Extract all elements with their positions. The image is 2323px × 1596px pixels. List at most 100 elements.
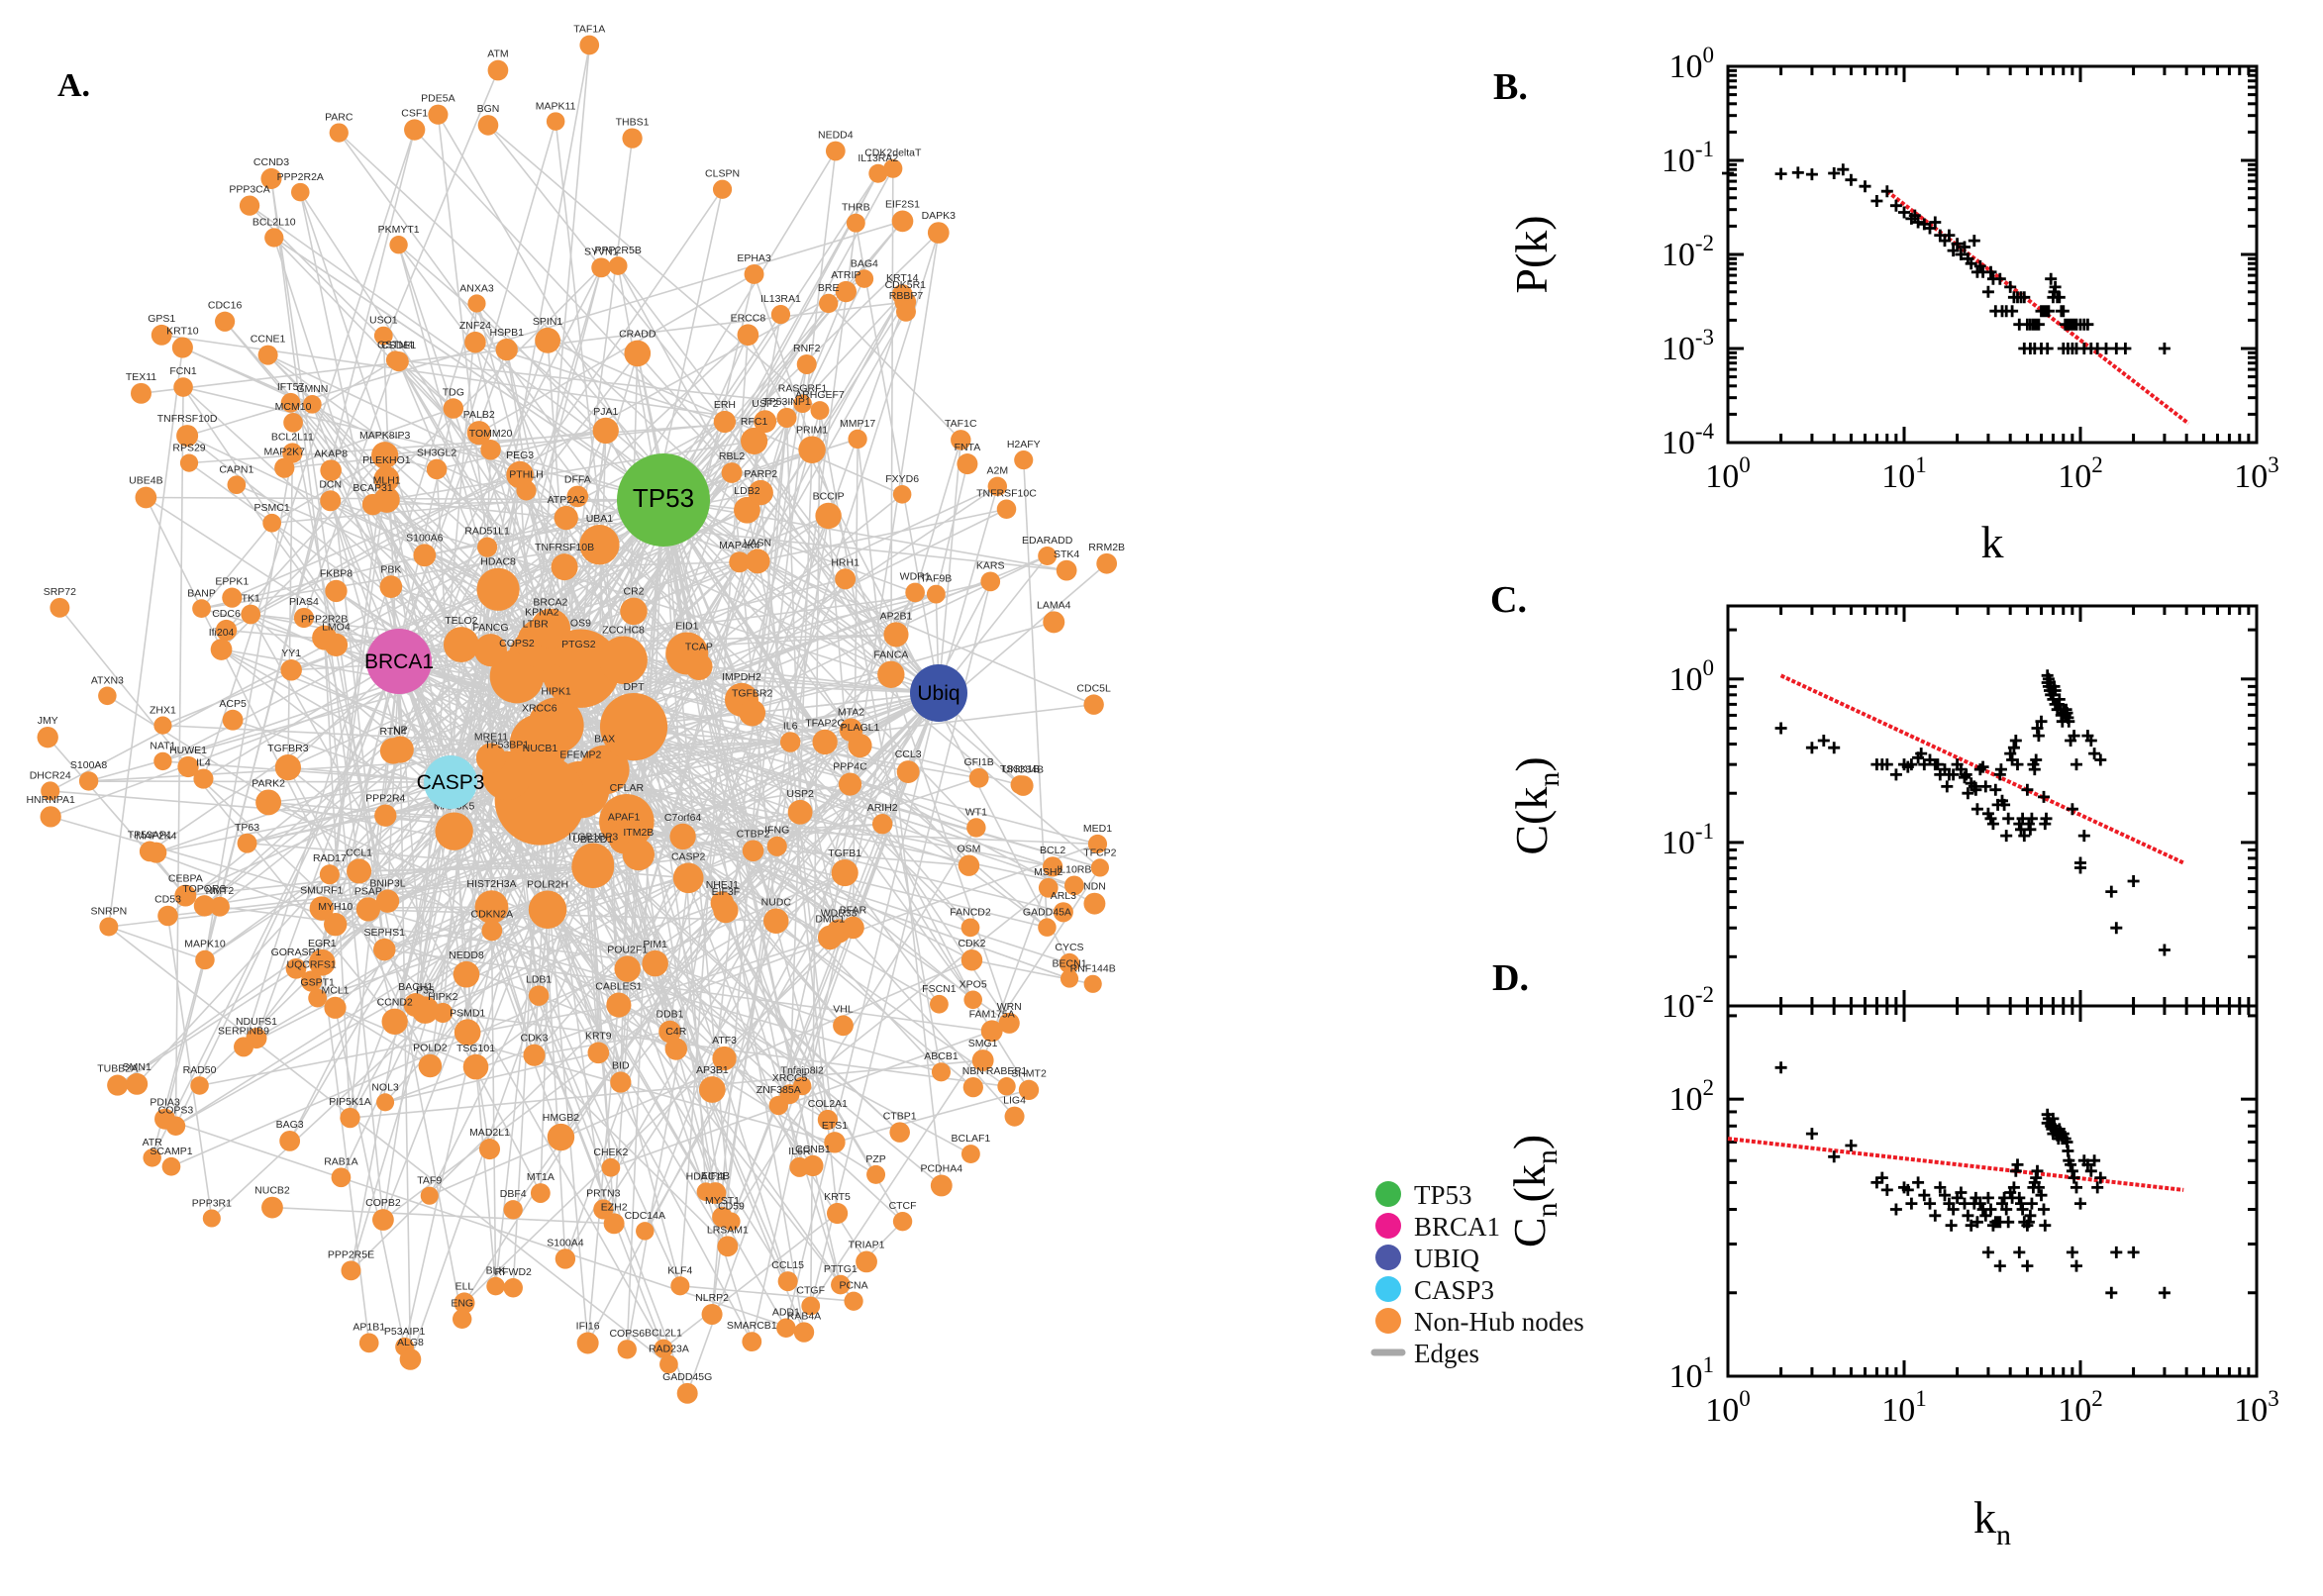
- x-axis-title: kn: [1973, 1492, 2011, 1551]
- ubiq-legend-marker: [1375, 1245, 1401, 1270]
- gene-label: FANCD2: [950, 906, 991, 918]
- gene-label: KRT5: [824, 1191, 851, 1203]
- gene-label: CDC14A: [625, 1210, 665, 1222]
- gene-node: [712, 1046, 737, 1071]
- gene-label: SMARCB1: [727, 1320, 777, 1332]
- gene-label: RPS29: [172, 443, 205, 454]
- gene-node: [1004, 1106, 1025, 1127]
- gene-label: NUDC: [761, 896, 792, 908]
- gene-label: MTA2: [838, 706, 864, 718]
- gene-node: [670, 1276, 690, 1296]
- tick-label: 100: [1705, 452, 1751, 495]
- gene-node: [712, 179, 733, 199]
- gene-node: [280, 659, 302, 681]
- gene-label: NUCB1: [523, 743, 558, 754]
- gene-label: PPP3CA: [229, 183, 269, 195]
- gene-label: H2AFY: [1007, 439, 1041, 450]
- gene-node: [1059, 952, 1080, 974]
- gene-node: [566, 485, 589, 508]
- gene-node: [50, 597, 70, 618]
- gene-label: FCN1: [169, 365, 197, 377]
- gene-node: [835, 568, 857, 590]
- gene-node: [361, 493, 384, 516]
- gene-label: MMP17: [840, 418, 875, 430]
- gene-label: PBK: [380, 563, 401, 575]
- gene-node: [503, 1277, 523, 1298]
- gene-node: [385, 350, 405, 369]
- panel-a-label: A.: [57, 67, 91, 104]
- gene-node: [293, 607, 315, 629]
- gene-label: LRSAM1: [707, 1224, 749, 1236]
- gene-node: [151, 324, 172, 346]
- legend-label-edges: Edges: [1414, 1339, 1479, 1368]
- gene-node: [308, 988, 328, 1008]
- gene-label: RFC1: [741, 416, 768, 428]
- gene-label: THRB: [842, 202, 870, 214]
- gene-node: [848, 429, 867, 449]
- gene-label: PTHLH: [509, 468, 543, 480]
- gene-label: MED1: [1083, 823, 1112, 835]
- gene-node: [951, 430, 971, 450]
- gene-node: [770, 305, 791, 325]
- gene-label: PJA1: [593, 406, 618, 418]
- gene-node: [486, 1276, 505, 1296]
- gene-label: TGFBR3: [267, 743, 309, 754]
- gene-node: [826, 1202, 849, 1225]
- gene-label: MT1A: [527, 1171, 555, 1183]
- gene-label: IL13RA2: [858, 152, 898, 164]
- gene-label: TNFRSF10C: [976, 487, 1037, 499]
- gene-node: [264, 228, 284, 248]
- tick-label: 103: [2234, 1386, 2279, 1429]
- gene-label: BAG4: [851, 257, 878, 269]
- gene-label: HIST2H3A: [466, 878, 516, 890]
- gene-label: KPNA2: [525, 606, 559, 618]
- gene-label: ERCC8: [731, 312, 766, 324]
- gene-label: GADD45A: [1023, 906, 1071, 918]
- gene-label: BAX: [594, 734, 615, 746]
- gene-node: [262, 513, 281, 533]
- gene-node: [958, 854, 980, 876]
- gene-label: ITGB1BP3: [568, 832, 618, 844]
- gene-node: [776, 1318, 796, 1338]
- gene-label: PSMD1: [450, 1007, 485, 1019]
- gene-label: BRE: [818, 282, 840, 294]
- gene-node: [734, 496, 760, 524]
- gene-node: [279, 1130, 301, 1151]
- gene-node: [372, 1209, 394, 1231]
- gene-node: [825, 141, 846, 161]
- gene-label: CLSPN: [705, 168, 740, 180]
- gene-node: [319, 864, 340, 885]
- hub-label-casp3: CASP3: [417, 771, 485, 794]
- gene-label: FXYD6: [885, 473, 919, 485]
- gene-node: [476, 537, 498, 557]
- gene-node: [546, 112, 565, 131]
- gene-label: SPIN1: [533, 316, 563, 328]
- panel-letter: D.: [1492, 957, 1529, 999]
- gene-label: PDE5A: [421, 93, 454, 105]
- gene-node: [303, 395, 322, 414]
- gene-label: ALG8: [397, 1337, 424, 1348]
- gene-node: [547, 1123, 575, 1151]
- gene-node: [614, 955, 641, 982]
- gene-label: CDK3: [521, 1033, 549, 1045]
- gene-label: UBE2D1: [572, 834, 613, 846]
- gene-node: [176, 425, 199, 448]
- gene-label: RNF2: [793, 343, 821, 354]
- gene-node: [722, 1212, 741, 1231]
- gene-node: [435, 812, 473, 850]
- gene-node: [371, 442, 399, 469]
- gene-label: KRT9: [585, 1031, 612, 1043]
- gene-label: IL6: [783, 720, 798, 732]
- gene-label: EID1: [675, 620, 699, 632]
- gene-node: [324, 996, 347, 1019]
- gene-label: A2M: [987, 465, 1009, 477]
- tick-label: 101: [1881, 452, 1927, 495]
- gene-node: [379, 575, 403, 599]
- gene-node: [1038, 547, 1058, 565]
- gene-node: [966, 818, 986, 838]
- gene-node: [260, 167, 282, 189]
- gene-label: NP: [393, 725, 408, 737]
- gene-node: [261, 1196, 283, 1219]
- tick-label: 102: [2058, 452, 2103, 495]
